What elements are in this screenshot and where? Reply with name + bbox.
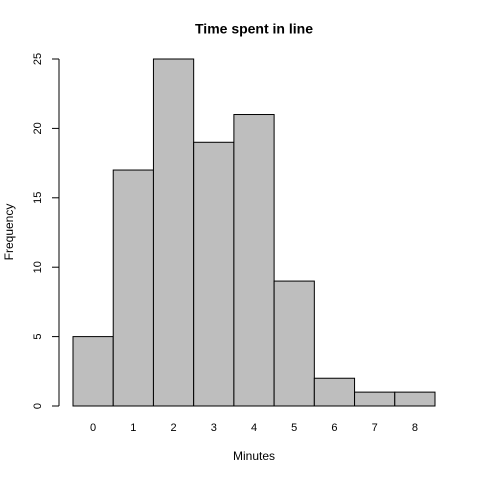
x-tick-label: 2 — [170, 422, 176, 434]
y-tick-label: 10 — [32, 261, 44, 273]
x-tick-label: 0 — [90, 422, 96, 434]
x-tick-label: 3 — [211, 422, 217, 434]
bar — [273, 280, 315, 407]
bar — [233, 114, 275, 407]
x-tick-label: 1 — [130, 422, 136, 434]
bar — [112, 169, 154, 407]
bar — [394, 391, 436, 407]
bar — [193, 141, 235, 407]
bar — [72, 336, 114, 407]
y-tick-label: 20 — [32, 122, 44, 134]
bar — [313, 377, 356, 407]
y-tick-label: 15 — [32, 192, 44, 204]
x-tick-label: 8 — [412, 422, 418, 434]
bar — [354, 391, 396, 407]
y-tick-label: 25 — [32, 53, 44, 65]
bar — [152, 58, 195, 407]
x-axis-title: Minutes — [233, 449, 275, 463]
x-tick-label: 4 — [251, 422, 257, 434]
y-tick-label: 0 — [32, 403, 44, 409]
x-tick-label: 5 — [291, 422, 297, 434]
x-tick-label: 7 — [372, 422, 378, 434]
x-tick-label: 6 — [331, 422, 337, 434]
y-axis-title: Frequency — [2, 204, 16, 261]
chart-title: Time spent in line — [195, 21, 313, 37]
y-tick-label: 5 — [32, 334, 44, 340]
